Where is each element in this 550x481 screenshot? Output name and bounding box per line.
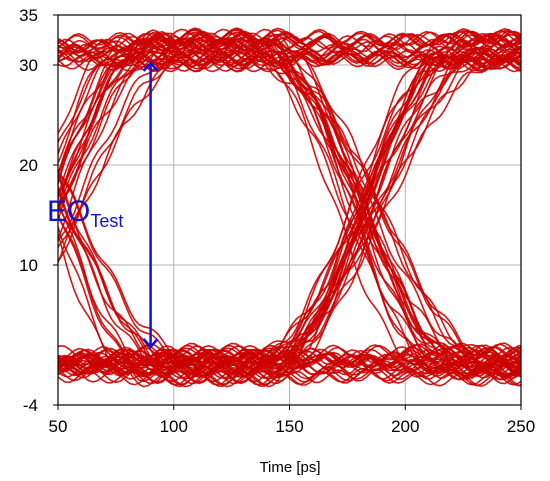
eye-trace <box>58 43 521 369</box>
arrow-head-bottom <box>142 338 159 349</box>
eye-trace <box>58 29 521 367</box>
eye-opening-label-text: EO <box>47 195 90 228</box>
eye-trace <box>58 344 521 367</box>
y-tick-label: 20 <box>19 156 38 175</box>
eye-traces <box>58 27 521 388</box>
eye-opening-label-subscript: Test <box>90 211 123 231</box>
x-tick-label: 50 <box>49 417 68 436</box>
eye-opening-label: EOTest <box>47 195 123 231</box>
arrow-head-top <box>142 61 159 72</box>
eye-opening-annotation: EOTest <box>47 61 159 349</box>
eye-trace <box>58 50 521 369</box>
eye-trace <box>58 50 521 361</box>
x-tick-label: 100 <box>160 417 188 436</box>
x-tick-label: 200 <box>391 417 419 436</box>
x-tick-label: 150 <box>275 417 303 436</box>
x-axis-label: Time [ps] <box>259 459 320 476</box>
eye-trace <box>58 32 521 165</box>
eye-trace <box>58 30 521 73</box>
eye-trace <box>58 34 521 380</box>
x-tick-labels: 50 100 150 200 250 <box>49 405 535 436</box>
eye-trace <box>58 37 521 375</box>
y-tick-label: 30 <box>19 56 38 75</box>
x-tick-label: 250 <box>507 417 535 436</box>
eye-trace <box>58 27 521 223</box>
y-tick-labels: -4 10 20 30 35 <box>19 6 58 415</box>
y-tick-label: -4 <box>23 396 38 415</box>
eye-trace <box>58 351 521 376</box>
eye-trace <box>58 43 521 369</box>
y-tick-label: 35 <box>19 6 38 25</box>
y-tick-label: 10 <box>19 256 38 275</box>
eye-trace <box>58 212 521 386</box>
